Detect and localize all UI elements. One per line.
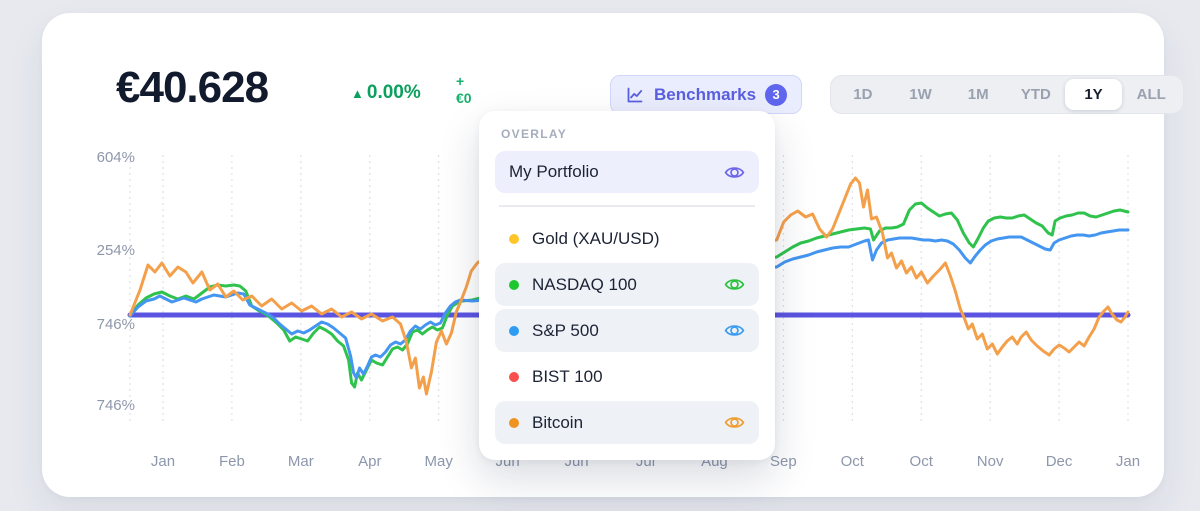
y-tick-label: 746% bbox=[96, 315, 135, 333]
change-amount: + €0 bbox=[456, 73, 472, 107]
portfolio-value: €40.628 bbox=[116, 63, 269, 112]
series-color-dot bbox=[509, 233, 519, 244]
benchmarks-overlay-panel: OVERLAY My Portfolio Gold (XAU/USD) NASDA… bbox=[479, 111, 775, 460]
benchmarks-button[interactable]: Benchmarks 3 bbox=[610, 75, 803, 114]
range-button-1y[interactable]: 1Y bbox=[1064, 79, 1123, 110]
overlay-item-label: Bitcoin bbox=[532, 412, 584, 432]
range-button-all[interactable]: ALL bbox=[1122, 79, 1180, 110]
arrow-up-icon: ▲ bbox=[351, 85, 364, 101]
overlay-item-label: S&P 500 bbox=[532, 320, 599, 340]
x-tick-label: Dec bbox=[1045, 453, 1073, 470]
x-tick-label: Sep bbox=[769, 453, 797, 470]
line-chart-icon bbox=[625, 85, 645, 105]
overlay-item-label: Gold (XAU/USD) bbox=[532, 228, 660, 248]
eye-icon[interactable] bbox=[724, 274, 745, 295]
overlay-item-s-p-500[interactable]: S&P 500 bbox=[495, 309, 759, 352]
series-color-dot bbox=[509, 371, 519, 382]
x-tick-label: Oct bbox=[840, 453, 864, 470]
range-selector: 1D 1W 1M YTD 1Y ALL bbox=[830, 75, 1184, 114]
change-amount-value: €0 bbox=[456, 90, 472, 106]
x-tick-label: Oct bbox=[909, 453, 933, 470]
y-tick-label: 604% bbox=[96, 148, 135, 166]
x-tick-label: Mar bbox=[287, 453, 314, 470]
x-tick-label: Feb bbox=[218, 453, 245, 470]
overlay-item-nasdaq-100[interactable]: NASDAQ 100 bbox=[495, 263, 759, 306]
series-color-dot bbox=[509, 325, 519, 336]
overlay-item-label: NASDAQ 100 bbox=[532, 274, 637, 294]
change-percent-value: 0.00% bbox=[366, 82, 421, 103]
overlay-item-bitcoin[interactable]: Bitcoin bbox=[495, 401, 759, 444]
benchmarks-label: Benchmarks bbox=[654, 84, 757, 104]
x-tick-label: Nov bbox=[976, 453, 1004, 470]
y-tick-label: 746% bbox=[96, 396, 135, 414]
overlay-item-label: BIST 100 bbox=[532, 366, 603, 386]
range-button-1w[interactable]: 1W bbox=[892, 79, 950, 110]
x-tick-label: May bbox=[424, 453, 453, 470]
x-tick-label: Jan bbox=[1115, 453, 1141, 470]
overlay-item-label: My Portfolio bbox=[509, 162, 599, 181]
series-color-dot bbox=[509, 417, 519, 428]
panel-divider bbox=[499, 205, 755, 207]
eye-icon[interactable] bbox=[724, 412, 745, 433]
y-tick-label: 254% bbox=[96, 242, 135, 260]
range-button-1d[interactable]: 1D bbox=[834, 79, 892, 110]
overlay-panel-title: OVERLAY bbox=[501, 127, 568, 141]
eye-icon[interactable] bbox=[724, 162, 745, 183]
overlay-item-my-portfolio[interactable]: My Portfolio bbox=[495, 151, 759, 193]
change-percent: ▲ 0.00% bbox=[351, 82, 421, 104]
x-tick-label: Apr bbox=[358, 453, 382, 470]
range-button-1m[interactable]: 1M bbox=[949, 79, 1007, 110]
benchmarks-count-badge: 3 bbox=[765, 83, 788, 106]
change-sign: + bbox=[456, 73, 465, 89]
x-tick-label: Jan bbox=[150, 453, 176, 470]
series-color-dot bbox=[509, 279, 519, 290]
overlay-item-gold-xau-usd[interactable]: Gold (XAU/USD) bbox=[495, 217, 759, 260]
range-button-ytd[interactable]: YTD bbox=[1007, 79, 1065, 110]
overlay-item-list: Gold (XAU/USD) NASDAQ 100 S&P 500 BIST 10… bbox=[495, 217, 759, 444]
overlay-item-bist-100[interactable]: BIST 100 bbox=[495, 355, 759, 398]
eye-icon[interactable] bbox=[724, 320, 745, 341]
